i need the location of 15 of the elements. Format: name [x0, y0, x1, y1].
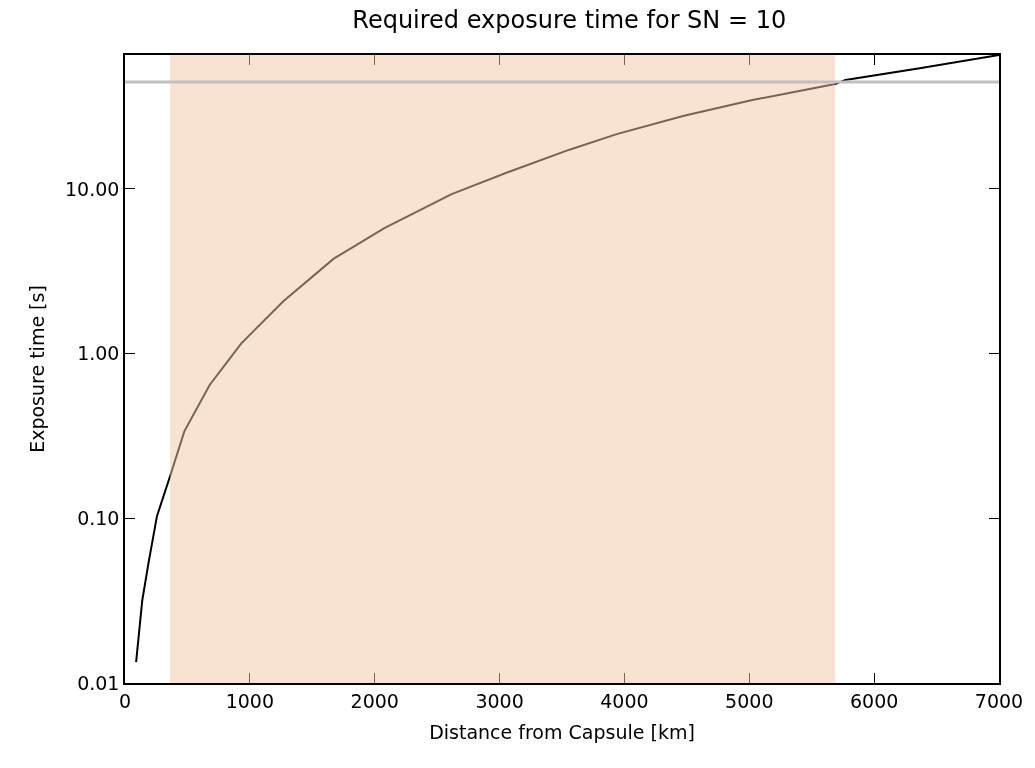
y-axis-title: Exposure time [s] — [26, 285, 49, 453]
x-tick-label: 1000 — [225, 689, 275, 712]
chart-title: Required exposure time for SN = 10 — [352, 6, 787, 35]
y-tick-label: 0.10 — [77, 506, 120, 529]
x-tick-label: 6000 — [849, 689, 899, 712]
y-tick-label: 0.01 — [77, 671, 120, 694]
y-tick-label: 1.00 — [77, 342, 120, 365]
x-tick-label: 2000 — [350, 689, 399, 712]
x-tick-label: 3000 — [475, 689, 524, 712]
x-tick-label: 0 — [118, 689, 132, 712]
x-tick-label: 4000 — [600, 689, 649, 712]
x-tick-label: 7000 — [974, 689, 1024, 712]
y-tick-label: 10.00 — [65, 177, 120, 200]
x-tick-label: 5000 — [725, 689, 774, 712]
x-axis-title: Distance from Capsule [km] — [429, 720, 695, 743]
